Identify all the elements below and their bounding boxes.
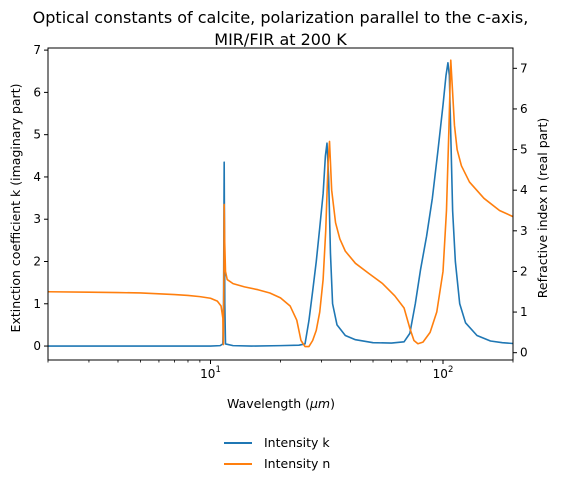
y-left-tick-label: 4 — [33, 170, 41, 184]
legend: Intensity k Intensity n — [224, 432, 330, 474]
series-line-k — [48, 62, 514, 347]
y-right-tick-label: 4 — [520, 183, 528, 197]
legend-item-n: Intensity n — [224, 453, 330, 474]
y-right-tick-label: 2 — [520, 264, 528, 278]
y-left-tick-label: 0 — [33, 339, 41, 353]
y-left-tick-label: 6 — [33, 85, 41, 99]
legend-swatch-n — [224, 462, 252, 465]
y-axis-right-label: Refractive index n (real part) — [535, 118, 550, 298]
y-left-tick-label: 1 — [33, 297, 41, 311]
x-axis-label: Wavelength (μm) — [227, 396, 335, 411]
y-right-tick-label: 7 — [520, 61, 528, 75]
chart-title-line-2: MIR/FIR at 200 K — [214, 30, 347, 49]
y-right-tick-label: 1 — [520, 305, 528, 319]
legend-swatch-k — [224, 441, 252, 444]
axis-layer: 0 1 2 3 4 5 6 7 0 1 2 3 4 5 6 7 101 102 — [33, 43, 527, 381]
x-tick-label: 101 — [200, 365, 221, 381]
y-axis-left-label: Extinction coefficient k (imaginary part… — [8, 84, 23, 333]
legend-label-n: Intensity n — [264, 456, 331, 471]
y-left-tick-label: 7 — [33, 43, 41, 57]
y-right-tick-label: 0 — [520, 346, 528, 360]
x-tick-label: 102 — [433, 365, 454, 381]
legend-item-k: Intensity k — [224, 432, 330, 453]
y-right-tick-label: 3 — [520, 224, 528, 238]
chart-title-line-1: Optical constants of calcite, polarizati… — [32, 8, 529, 27]
y-right-tick-label: 6 — [520, 102, 528, 116]
legend-label-k: Intensity k — [264, 435, 330, 450]
y-left-tick-label: 2 — [33, 254, 41, 268]
y-left-tick-label: 3 — [33, 212, 41, 226]
y-left-tick-label: 5 — [33, 128, 41, 142]
y-right-tick-label: 5 — [520, 143, 528, 157]
series-layer — [47, 59, 514, 348]
series-line-n — [47, 59, 514, 348]
